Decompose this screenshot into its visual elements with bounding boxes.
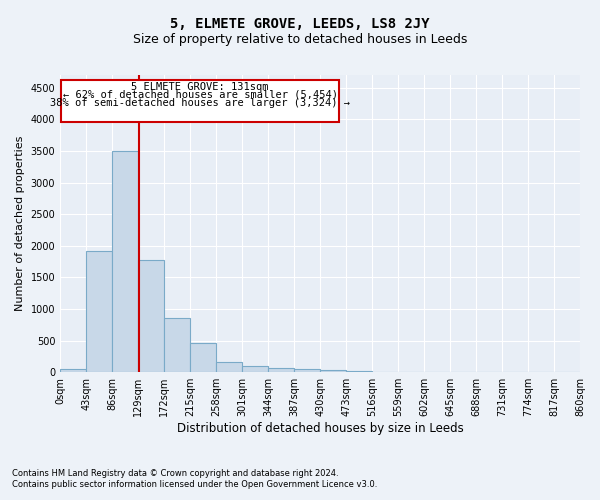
Text: ← 62% of detached houses are smaller (5,454): ← 62% of detached houses are smaller (5,… — [62, 90, 338, 100]
Bar — [86, 251, 112, 372]
Text: 38% of semi-detached houses are larger (3,324) →: 38% of semi-detached houses are larger (… — [50, 98, 350, 108]
Bar — [216, 362, 242, 372]
Bar — [138, 260, 164, 372]
Y-axis label: Number of detached properties: Number of detached properties — [15, 136, 25, 312]
Bar — [320, 370, 346, 372]
Bar — [60, 369, 86, 372]
Bar — [268, 368, 294, 372]
Bar — [346, 371, 372, 372]
Bar — [242, 366, 268, 372]
FancyBboxPatch shape — [61, 80, 340, 122]
Bar — [164, 318, 190, 372]
Text: Contains public sector information licensed under the Open Government Licence v3: Contains public sector information licen… — [12, 480, 377, 489]
Text: 5, ELMETE GROVE, LEEDS, LS8 2JY: 5, ELMETE GROVE, LEEDS, LS8 2JY — [170, 18, 430, 32]
Text: Contains HM Land Registry data © Crown copyright and database right 2024.: Contains HM Land Registry data © Crown c… — [12, 468, 338, 477]
Text: 5 ELMETE GROVE: 131sqm: 5 ELMETE GROVE: 131sqm — [131, 82, 269, 92]
Bar — [190, 343, 216, 372]
Bar — [112, 151, 138, 372]
Bar — [294, 368, 320, 372]
X-axis label: Distribution of detached houses by size in Leeds: Distribution of detached houses by size … — [177, 422, 463, 435]
Text: Size of property relative to detached houses in Leeds: Size of property relative to detached ho… — [133, 32, 467, 46]
